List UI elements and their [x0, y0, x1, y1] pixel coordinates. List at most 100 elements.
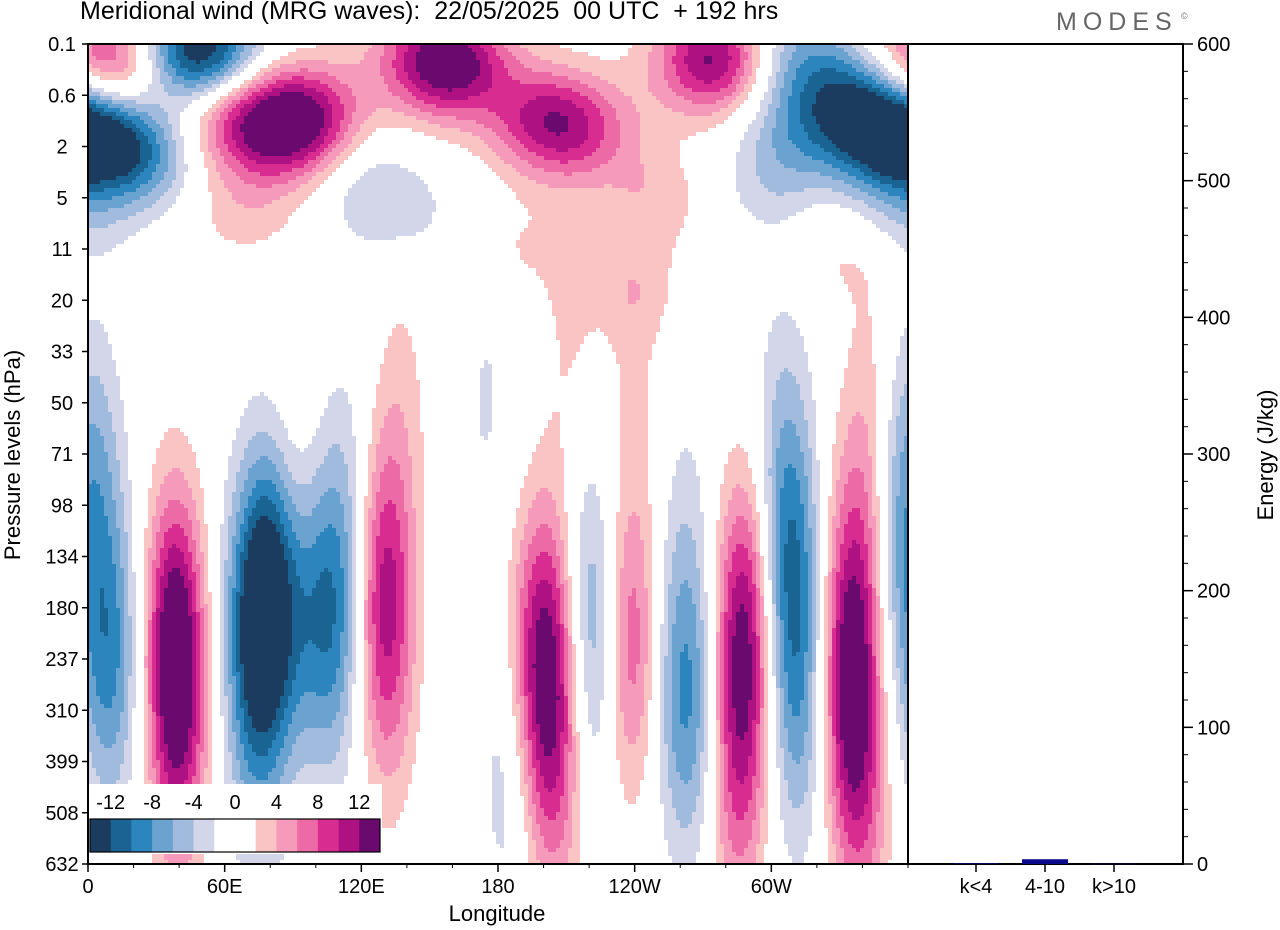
contour-cell: [348, 128, 360, 132]
contour-cell: [504, 160, 528, 164]
contour-cell: [532, 576, 556, 580]
contour-cell: [168, 528, 184, 532]
contour-cell: [232, 536, 240, 540]
contour-cell: [828, 624, 832, 628]
contour-cell: [824, 84, 856, 88]
contour-cell: [164, 572, 168, 576]
contour-cell: [864, 540, 872, 544]
contour-cell: [556, 552, 564, 556]
contour-cell: [116, 508, 124, 512]
contour-cell: [148, 596, 152, 600]
contour-cell: [364, 612, 368, 616]
contour-cell: [188, 564, 192, 568]
contour-cell: [420, 108, 488, 112]
contour-cell: [640, 520, 652, 524]
contour-cell: [556, 576, 560, 580]
contour-cell: [504, 140, 520, 144]
contour-cell: [364, 552, 368, 556]
contour-cell: [664, 588, 668, 592]
contour-cell: [380, 580, 396, 584]
contour-cell: [852, 328, 872, 332]
contour-cell: [640, 188, 688, 192]
contour-cell: [160, 616, 192, 620]
contour-cell: [844, 536, 864, 540]
contour-cell: [204, 612, 208, 616]
contour-cell: [560, 344, 580, 348]
contour-cell: [536, 268, 668, 272]
contour-cell: [868, 428, 876, 432]
contour-cell: [436, 136, 480, 140]
contour-cell: [156, 60, 164, 64]
contour-cell: [888, 524, 892, 528]
contour-cell: [228, 60, 236, 64]
contour-cell: [328, 448, 340, 452]
contour-cell: [128, 596, 136, 600]
contour-cell: [720, 604, 724, 608]
contour-cell: [528, 520, 560, 524]
contour-cell: [892, 504, 896, 508]
contour-cell: [840, 396, 876, 400]
contour-cell: [812, 560, 816, 564]
contour-cell: [392, 328, 408, 332]
contour-cell: [340, 124, 348, 128]
contour-cell: [784, 624, 788, 628]
contour-cell: [792, 140, 812, 144]
contour-cell: [812, 556, 816, 560]
contour-cell: [156, 48, 160, 52]
contour-cell: [152, 612, 156, 616]
contour-cell: [88, 52, 92, 56]
contour-cell: [88, 392, 104, 396]
contour-cell: [168, 500, 180, 504]
contour-cell: [740, 60, 744, 64]
contour-cell: [336, 488, 348, 492]
contour-cell: [132, 632, 136, 636]
contour-cell: [904, 608, 908, 612]
contour-cell: [104, 596, 116, 600]
contour-cell: [568, 124, 588, 128]
contour-cell: [124, 116, 140, 120]
contour-cell: [268, 456, 284, 460]
contour-cell: [112, 412, 124, 416]
contour-cell: [532, 604, 556, 608]
contour-cell: [312, 436, 356, 440]
contour-cell: [720, 612, 724, 616]
contour-cell: [228, 536, 232, 540]
contour-cell: [528, 512, 556, 516]
contour-cell: [904, 68, 908, 72]
contour-cell: [836, 56, 852, 60]
contour-cell: [904, 448, 908, 452]
contour-cell: [120, 488, 132, 492]
contour-cell: [580, 524, 604, 528]
contour-cell: [604, 116, 616, 120]
contour-cell: [892, 580, 896, 584]
contour-cell: [564, 572, 568, 576]
contour-cell: [756, 116, 764, 120]
contour-cell: [876, 572, 880, 576]
contour-cell: [700, 600, 708, 604]
contour-cell: [780, 616, 788, 620]
contour-cell: [348, 468, 356, 472]
contour-cell: [216, 100, 224, 104]
contour-cell: [880, 88, 892, 92]
contour-cell: [524, 572, 532, 576]
contour-cell: [360, 60, 380, 64]
contour-cell: [752, 64, 760, 68]
contour-cell: [812, 608, 816, 612]
contour-cell: [772, 584, 776, 588]
contour-cell: [524, 260, 672, 264]
contour-cell: [588, 592, 596, 596]
contour-cell: [840, 612, 844, 616]
contour-cell: [892, 596, 900, 600]
contour-cell: [892, 492, 900, 496]
contour-cell: [152, 624, 156, 628]
contour-cell: [800, 540, 804, 544]
contour-cell: [848, 52, 860, 56]
contour-cell: [672, 484, 700, 488]
contour-cell: [368, 448, 376, 452]
contour-cell: [620, 480, 648, 484]
contour-cell: [736, 96, 748, 100]
contour-cell: [408, 620, 416, 624]
contour-cell: [752, 512, 760, 516]
contour-cell: [664, 52, 676, 56]
contour-cell: [664, 548, 676, 552]
